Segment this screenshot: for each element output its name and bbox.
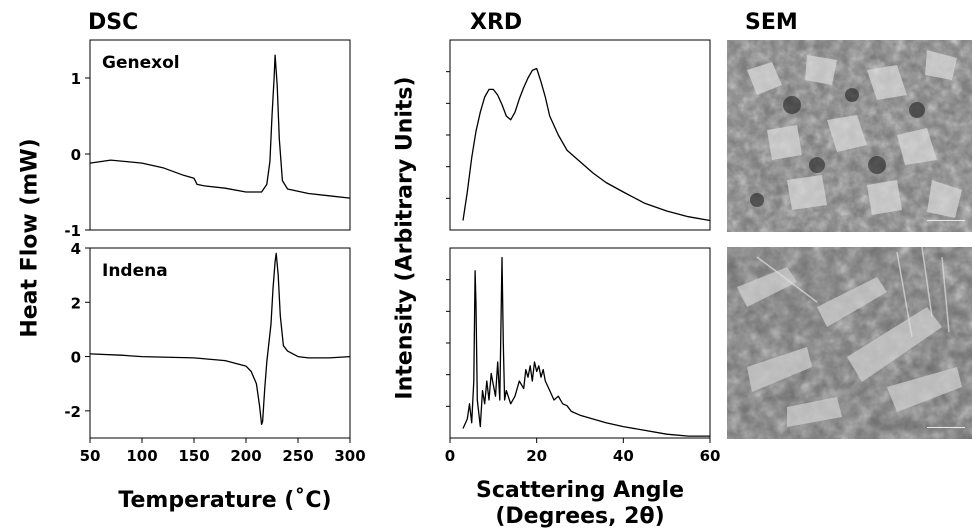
- sem-scale-bar-top: [927, 220, 965, 221]
- xrd-x-axis-label-line2: (Degrees, 2θ): [495, 504, 665, 529]
- chart-panel-3: 0 20 40 60: [445, 247, 721, 465]
- sem-title: SEM: [745, 10, 798, 35]
- y-tick-label: 0: [71, 146, 81, 164]
- series-label-genexol: Genexol: [102, 53, 180, 73]
- y-tick-label: 1: [71, 70, 81, 88]
- xrd-title: XRD: [470, 10, 523, 35]
- plot-frame: [89, 39, 351, 231]
- x-tick-label: 150: [178, 447, 209, 465]
- sem-image-genexol: [727, 40, 972, 232]
- y-tick-label: -2: [64, 403, 81, 421]
- plot-frame: [449, 247, 711, 439]
- dsc-title: DSC: [88, 10, 139, 35]
- y-tick-label: 2: [71, 294, 81, 312]
- sem-image-indena: [727, 247, 972, 439]
- sem-texture-bottom: [727, 247, 972, 439]
- x-tick-label: 20: [526, 447, 547, 465]
- y-tick-label: 4: [71, 240, 81, 258]
- chart-panel-0: -1 0 1 Genexol: [64, 39, 351, 240]
- plot-frame: [449, 39, 711, 231]
- x-tick-label: 50: [80, 447, 101, 465]
- dsc-x-axis-label: Temperature (˚C): [118, 488, 332, 513]
- xrd-x-axis-label-line1: Scattering Angle: [475, 478, 685, 503]
- series-line-genexol: [462, 67, 711, 222]
- y-tick-label: -1: [64, 222, 81, 240]
- series-label-indena: Indena: [102, 261, 168, 281]
- chart-panel-1: -2 0 2 4 50 100 150 200 250 300 Indena: [64, 240, 365, 465]
- x-tick-label: 100: [126, 447, 157, 465]
- plot-frame: [89, 247, 351, 439]
- x-tick-label: 200: [230, 447, 261, 465]
- x-tick-label: 0: [445, 447, 455, 465]
- x-tick-label: 250: [282, 447, 313, 465]
- x-tick-label: 40: [613, 447, 634, 465]
- sem-texture-top: [727, 40, 972, 232]
- series-line-indena: [89, 252, 351, 426]
- chart-panel-2: [446, 39, 711, 231]
- x-tick-label: 60: [700, 447, 721, 465]
- series-line-genexol: [89, 54, 351, 199]
- x-tick-label: 300: [334, 447, 365, 465]
- y-tick-label: 0: [71, 349, 81, 367]
- series-line-indena: [462, 256, 710, 437]
- sem-scale-bar-bottom: [927, 427, 965, 428]
